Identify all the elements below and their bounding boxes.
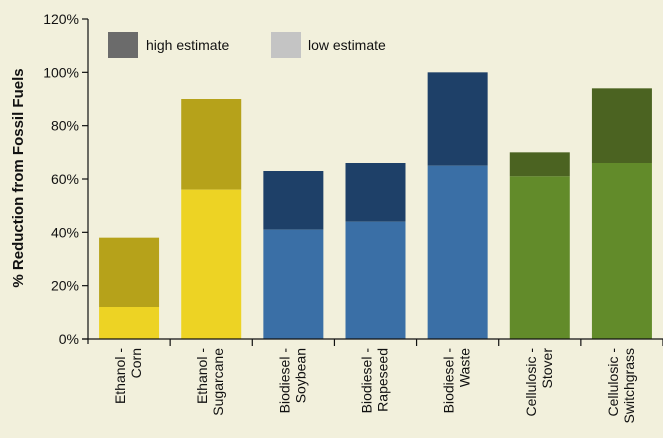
x-tick-label-line: Soybean [292,348,308,403]
y-tick-label: 120% [43,11,79,27]
x-tick-label-line: Waste [457,348,473,387]
y-tick-label: 20% [51,278,79,294]
y-axis-label: % Reduction from Fossil Fuels [10,68,27,287]
bar-low-estimate [99,307,160,339]
legend-swatch-low-estimate [271,32,301,58]
bar-low-estimate [427,165,488,339]
x-tick-label-line: Corn [128,348,144,378]
x-tick-label: Cellulosic -Stover [523,348,555,417]
x-tick-label-line: Biodiesel - [359,348,375,414]
x-tick-label: Ethanol -Corn [112,348,144,404]
x-tick-label-line: Cellulosic - [605,348,621,417]
x-tick-label-line: Sugarcane [210,348,226,416]
bars-group [99,72,652,339]
x-tick-label-line: Ethanol - [194,348,210,404]
x-tick-label-line: Cellulosic - [523,348,539,417]
x-tick-label: Cellulosic -Switchgrass [605,348,637,424]
x-tick-label: Biodiesel -Soybean [276,348,308,414]
x-tick-label: Biodiesel -Waste [441,348,473,414]
bar-low-estimate [263,229,324,339]
legend: high estimate low estimate [108,32,386,58]
y-tick-label: 0% [59,331,79,347]
bar-low-estimate [591,163,652,339]
legend-label-low-estimate: low estimate [308,37,386,53]
bar-high-estimate [181,99,242,190]
x-tick-label: Biodiesel -Rapeseed [359,348,391,414]
x-tick-label-line: Stover [539,348,555,389]
legend-swatch-high-estimate [108,32,138,58]
bar-high-estimate [99,237,160,307]
bar-high-estimate [263,171,324,230]
bar-high-estimate [509,152,570,177]
y-tick-label: 60% [51,171,79,187]
legend-label-high-estimate: high estimate [146,37,229,53]
x-tick-label-line: Ethanol - [112,348,128,404]
x-tick-label-line: Switchgrass [621,348,637,423]
y-tick-label: 100% [43,64,79,80]
y-tick-label: 80% [51,118,79,134]
bar-low-estimate [509,176,570,339]
y-tick-label: 40% [51,224,79,240]
x-tick-label-line: Rapeseed [375,348,391,412]
x-tick-label-line: Biodiesel - [276,348,292,414]
bar-low-estimate [181,189,242,339]
bar-high-estimate [591,88,652,163]
bar-high-estimate [345,163,406,222]
x-tick-label-line: Biodiesel - [441,348,457,414]
axes-group: 0%20%40%60%80%100%120%Ethanol -Corn Ethan… [43,11,663,423]
bar-low-estimate [345,221,406,339]
x-tick-label: Ethanol -Sugarcane [194,348,226,416]
bar-high-estimate [427,72,488,166]
